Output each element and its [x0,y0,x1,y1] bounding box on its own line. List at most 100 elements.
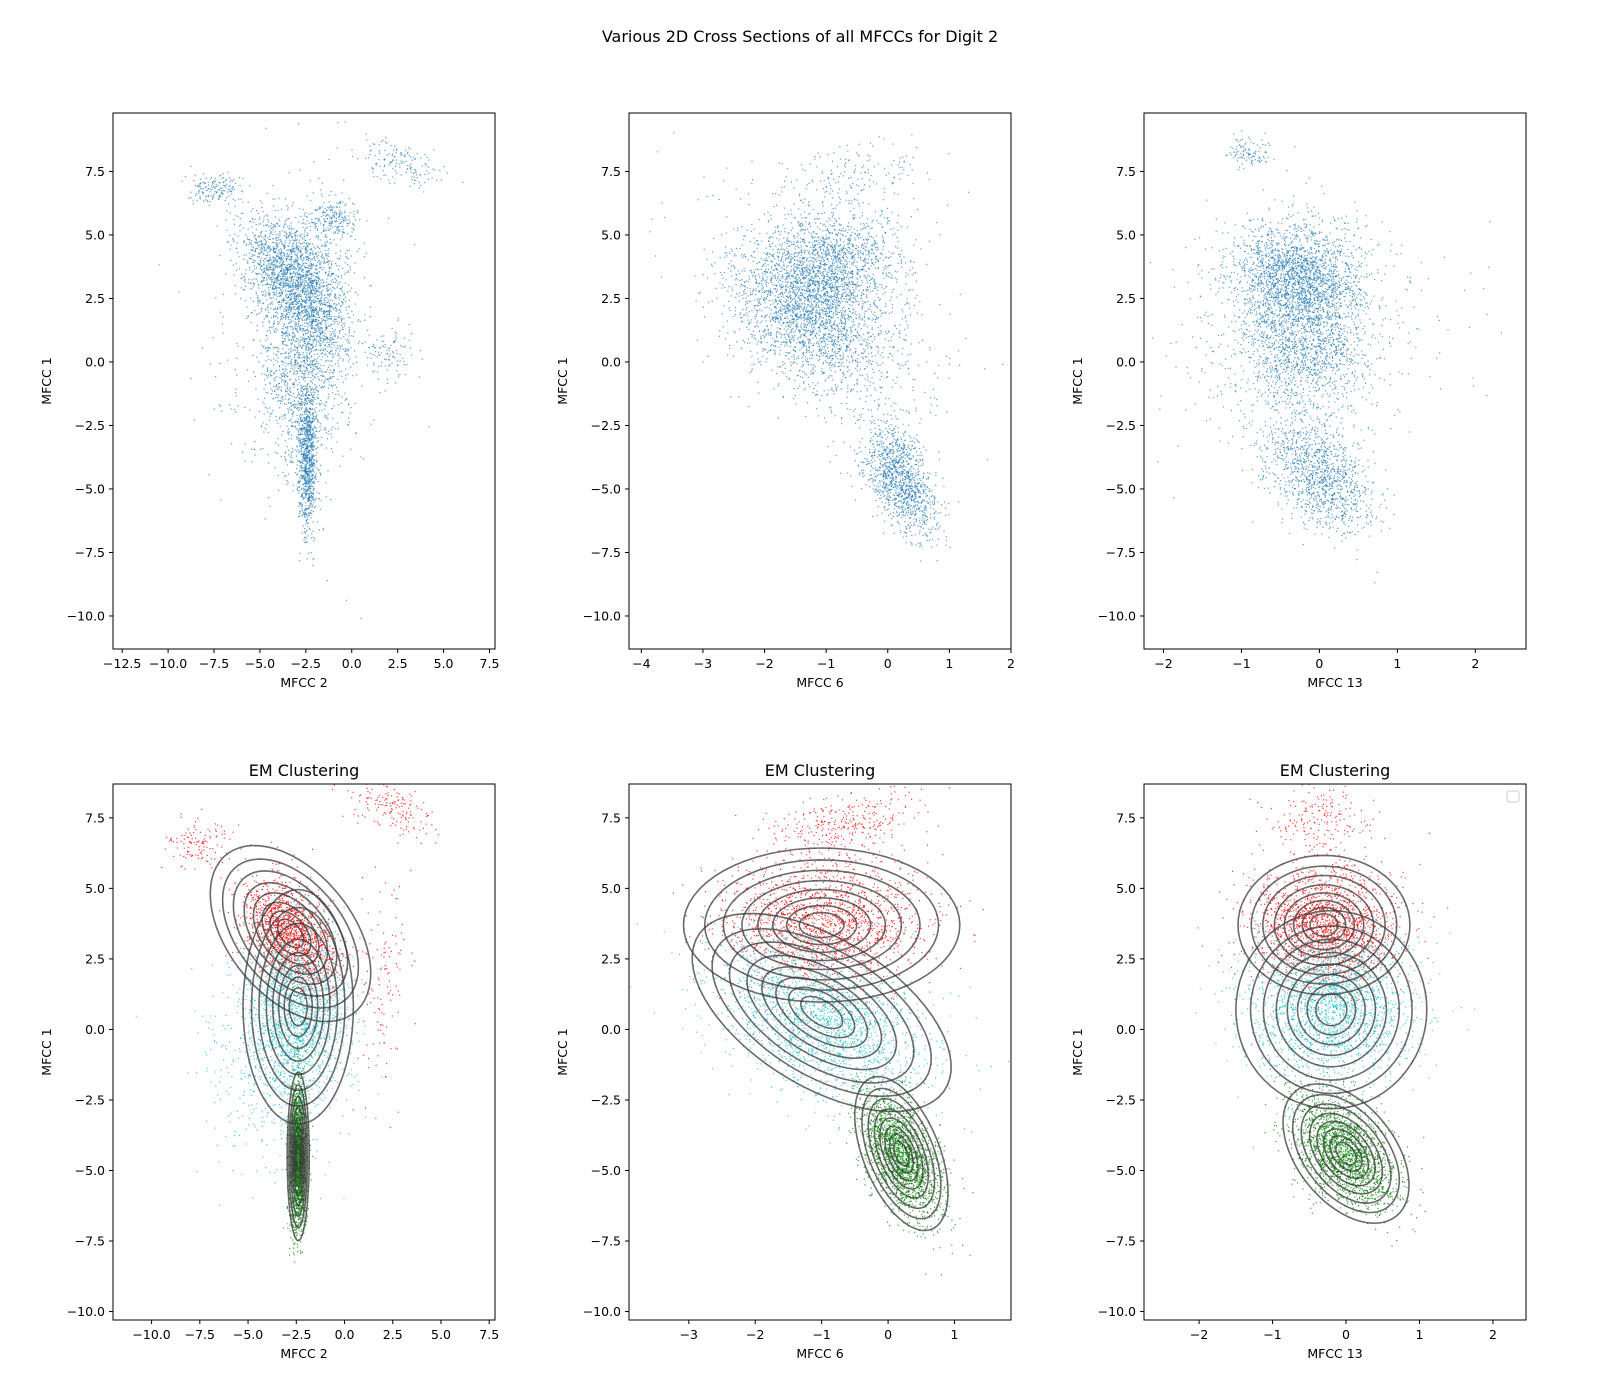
data-point [307,535,309,537]
data-point [301,420,303,422]
data-point [289,251,291,253]
data-point [229,181,231,183]
data-point [255,272,257,274]
data-point [308,437,310,439]
data-point [318,355,320,357]
data-point [291,301,293,303]
data-point [300,250,302,252]
data-point [277,317,279,319]
data-point [319,284,321,286]
data-point [268,284,270,286]
data-point [273,260,275,263]
data-point [309,347,311,350]
data-point [285,374,287,377]
data-point [339,219,341,221]
data-point [313,307,315,310]
data-point [283,227,285,229]
data-point [312,421,314,423]
data-point [287,235,290,237]
data-point [302,395,304,397]
data-point [287,337,289,339]
data-point [298,309,300,311]
data-point [312,474,314,477]
data-point [290,459,292,461]
data-point [278,271,280,273]
data-point [272,264,274,266]
data-point [304,276,307,278]
data-point [258,252,260,255]
data-point [341,216,343,218]
data-point [244,289,246,291]
data-point [291,227,293,229]
data-point [331,272,333,275]
data-point [279,286,281,289]
data-point [261,242,263,245]
data-point [300,298,302,300]
data-point [384,344,386,346]
data-point [346,219,348,221]
data-point [295,450,297,452]
data-point [379,165,381,167]
data-point [306,480,308,482]
data-point [279,407,281,409]
data-point [244,278,246,280]
data-point [306,302,308,304]
data-point [319,279,322,281]
data-point [256,247,258,250]
data-point [281,263,283,265]
data-point [323,303,325,306]
data-point [234,391,236,394]
data-point [198,189,200,192]
data-point [305,490,307,493]
data-point [312,363,314,366]
data-point [277,275,279,277]
data-point [306,473,308,475]
data-point [310,364,312,366]
data-point [291,285,294,287]
data-point [252,208,254,210]
data-point [285,310,287,312]
data-point [326,209,328,211]
data-point [311,362,313,364]
data-point [328,223,330,225]
data-point [311,267,313,269]
data-point [289,225,291,227]
data-point [391,161,393,163]
data-point [332,353,334,355]
data-point [269,268,271,271]
data-point [244,460,246,462]
data-point [284,389,287,391]
data-point [294,239,296,241]
data-point [266,214,268,216]
data-point [294,335,296,337]
data-point [303,531,305,533]
data-point [282,341,284,343]
data-point [308,483,310,485]
data-point [299,304,301,306]
data-point [339,229,341,231]
data-point [310,399,312,401]
data-point [297,325,299,328]
data-point [303,373,305,375]
data-point [306,226,308,228]
data-point [234,369,236,371]
data-point [344,296,346,298]
data-point [212,195,215,197]
data-point [397,319,399,321]
data-point [315,329,317,331]
data-point [347,349,349,351]
data-point [311,327,313,329]
data-point [311,463,313,465]
data-point [306,369,308,371]
data-point [305,536,307,538]
data-point [332,392,334,394]
data-point [284,414,286,416]
data-point [297,307,299,309]
data-point [306,450,308,452]
data-point [275,278,277,280]
data-point [277,286,279,289]
data-point [287,357,289,359]
data-point [262,284,264,286]
data-point [329,221,331,223]
data-point [247,238,249,240]
